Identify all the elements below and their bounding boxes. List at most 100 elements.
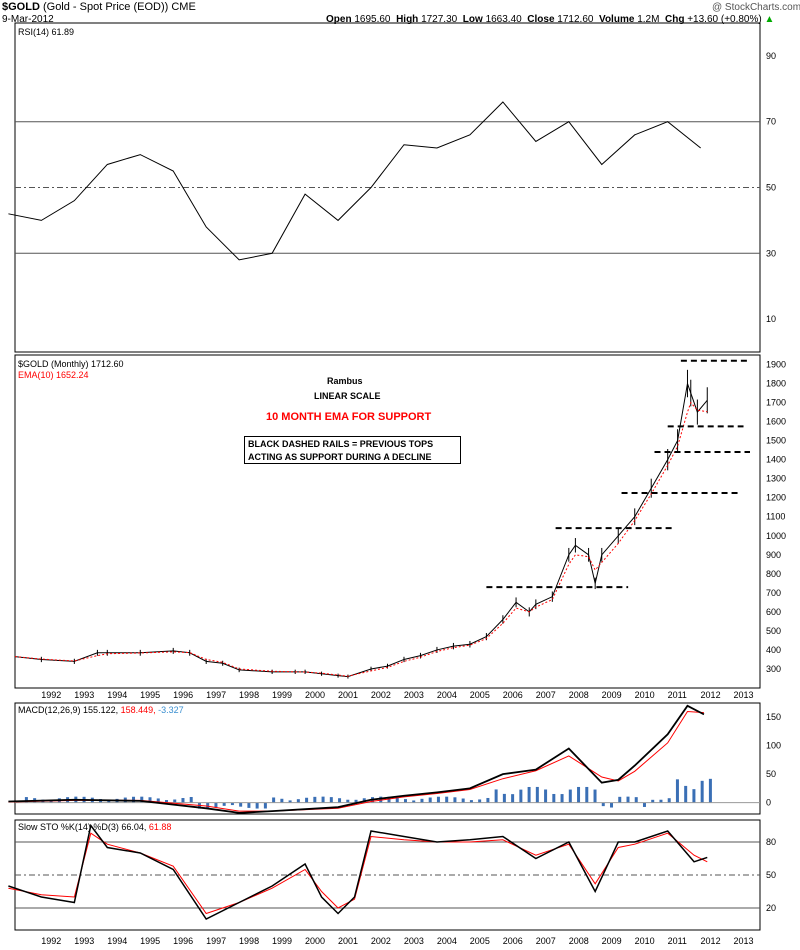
y-tick-label: 80 [766,837,776,847]
macd-histogram-bar [502,793,506,803]
price-legend: $GOLD (Monthly) 1712.60 [18,359,124,369]
macd-signal-line [8,711,704,812]
x-tick-label-bottom: 2006 [503,936,523,946]
rsi-line [8,101,701,261]
x-tick-label-bottom: 1999 [272,936,292,946]
y-tick-label: 70 [766,117,776,127]
x-tick-label-bottom: 2003 [404,936,424,946]
scale-note: LINEAR SCALE [314,391,381,401]
x-tick-label-bottom: 1997 [206,936,226,946]
macd-histogram-bar [321,796,325,803]
x-tick-label-price: 1999 [272,690,292,700]
sto-k-line [8,823,708,920]
x-tick-label-bottom: 1996 [173,936,193,946]
y-tick-label: 1200 [766,493,786,503]
x-tick-label-bottom: 2007 [536,936,556,946]
macd-histogram-bar [420,798,424,803]
macd-histogram-bar [486,797,490,803]
y-tick-label: 1600 [766,417,786,427]
macd-histogram-bar [469,800,473,803]
macd-histogram-bar [560,794,564,803]
macd-histogram-bar [313,796,317,803]
author-note: Rambus [327,376,363,386]
macd-histogram-bar [700,780,704,803]
macd-histogram-bar [436,796,440,803]
panel-frame-2 [14,702,761,815]
macd-histogram-bar [305,797,309,803]
macd-histogram-bar [239,802,243,807]
macd-histogram-bar [288,800,292,803]
macd-histogram-bar [338,798,342,803]
x-tick-label-bottom: 2009 [602,936,622,946]
macd-histogram-bar [395,797,399,803]
x-tick-label-price: 2005 [470,690,490,700]
macd-histogram-bar [164,800,168,803]
macd-histogram-bar [577,786,581,803]
x-tick-label-price: 1997 [206,690,226,700]
y-tick-label: 1700 [766,398,786,408]
y-tick-label: 150 [766,712,781,722]
macd-histogram-bar [263,802,267,809]
macd-histogram-bar [140,796,144,803]
y-tick-label: 400 [766,645,781,655]
exchange: CME [171,1,196,13]
macd-histogram-bar [181,798,185,803]
y-tick-label: 10 [766,314,776,324]
x-tick-label-price: 1998 [239,690,259,700]
macd-histogram-bar [667,798,671,803]
x-tick-label-price: 2012 [701,690,721,700]
macd-histogram-bar [107,800,111,803]
macd-histogram-bar [296,799,300,803]
macd-histogram-bar [568,789,572,803]
sto-legend: Slow STO %K(14) %D(3) 66.04, 61.88 [18,822,172,832]
macd-histogram-bar [247,802,251,808]
macd-histogram-bar [24,797,28,803]
y-tick-label: 600 [766,607,781,617]
macd-histogram-bar [329,797,333,803]
macd-histogram-bar [461,798,465,803]
macd-histogram-bar [626,796,630,803]
macd-histogram-bar [601,802,605,807]
watermark: @ StockCharts.com [712,2,800,13]
ohlc-readout: Open 1695.60 High 1727.30 Low 1663.40 Cl… [326,14,775,25]
sto-d-line [8,832,708,915]
x-tick-label-bottom: 2005 [470,936,490,946]
macd-histogram-bar [428,797,432,803]
x-tick-label-bottom: 2001 [338,936,358,946]
macd-histogram-bar [214,802,218,808]
symbol: $GOLD [2,1,40,13]
macd-histogram-bar [346,799,350,803]
macd-histogram-bar [148,797,152,803]
y-tick-label: 90 [766,51,776,61]
macd-histogram-bar [527,786,531,803]
y-tick-label: 20 [766,903,776,913]
y-tick-label: 1900 [766,360,786,370]
macd-histogram-bar [593,789,597,803]
macd-histogram-bar [634,797,638,803]
y-tick-label: 900 [766,550,781,560]
macd-histogram-bar [354,799,358,803]
x-tick-label-price: 1993 [74,690,94,700]
x-tick-label-price: 2001 [338,690,358,700]
y-tick-label: 1800 [766,379,786,389]
x-tick-label-bottom: 2013 [734,936,754,946]
macd-histogram-bar [708,778,712,803]
x-tick-label-bottom: 2002 [371,936,391,946]
price-line [14,383,708,678]
y-tick-label: 1500 [766,436,786,446]
chart-date: 9-Mar-2012 [2,14,54,25]
rails-annotation-box: BLACK DASHED RAILS = PREVIOUS TOPS ACTIN… [244,436,461,464]
y-tick-label: 30 [766,248,776,258]
macd-histogram-bar [173,799,177,803]
macd-histogram-bar [642,802,646,807]
macd-histogram-bar [387,796,391,803]
y-tick-label: 1000 [766,531,786,541]
x-tick-label-price: 2010 [635,690,655,700]
macd-histogram-bar [552,793,556,803]
x-tick-label-price: 2002 [371,690,391,700]
y-tick-label: 50 [766,870,776,880]
macd-histogram-bar [132,796,136,803]
x-tick-label-price: 2000 [305,690,325,700]
macd-histogram-bar [618,796,622,803]
